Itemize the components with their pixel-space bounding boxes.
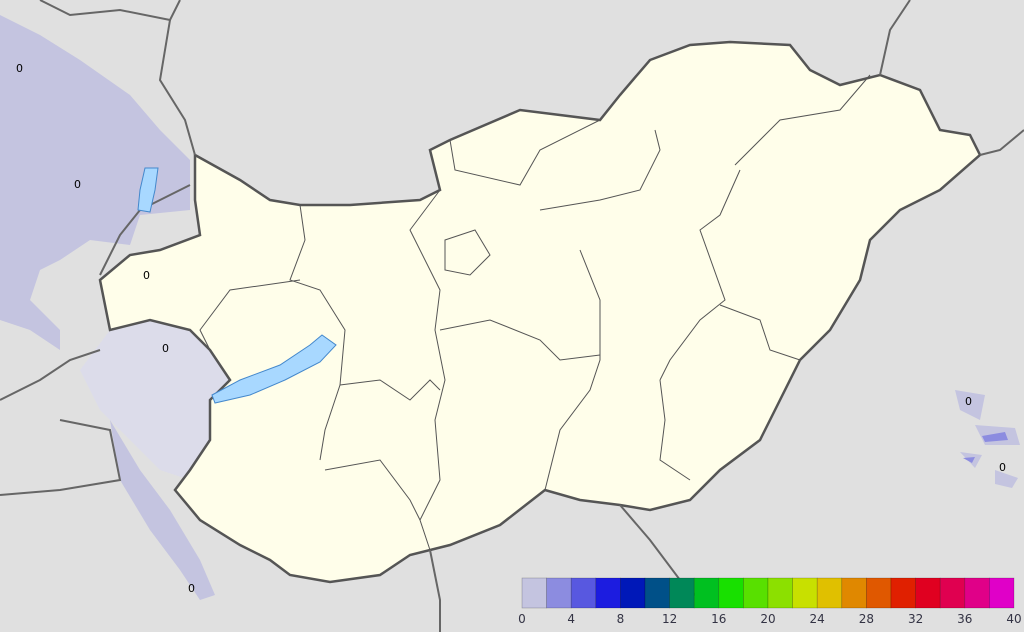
legend-tick-label: 28 — [859, 612, 874, 626]
lake-neusiedl — [137, 167, 159, 213]
color-legend: 0 4 8 12 16 20 24 28 32 36 40 — [518, 577, 1022, 626]
legend-tick-label: 32 — [908, 612, 923, 626]
legend-bin — [890, 577, 916, 609]
legend-bin — [669, 577, 695, 609]
contour-label: 0 — [188, 582, 195, 595]
legend-bin — [620, 577, 646, 609]
legend-bin — [570, 577, 597, 609]
legend-tick-label: 8 — [617, 612, 625, 626]
austria-precip-area — [0, 15, 190, 350]
legend-bin — [718, 577, 744, 609]
contour-label: 0 — [999, 461, 1006, 474]
legend-tick-label: 4 — [567, 612, 575, 626]
legend-bin — [816, 577, 843, 609]
legend-tick-label: 24 — [810, 612, 825, 626]
contour-label: 0 — [16, 62, 23, 75]
legend-bin — [841, 577, 867, 609]
legend-bin — [964, 577, 990, 609]
legend-tick-label: 12 — [662, 612, 677, 626]
legend-bin — [693, 577, 720, 609]
croatia-coast-precip-area — [110, 420, 215, 600]
legend-bin — [521, 577, 547, 609]
lake-balaton[interactable] — [211, 334, 337, 404]
contour-label: 0 — [965, 395, 972, 408]
legend-tick-label: 0 — [518, 612, 526, 626]
contour-label: 0 — [143, 269, 150, 282]
legend-bin — [595, 577, 621, 609]
county-borders — [199, 74, 871, 551]
legend-tick-label: 16 — [711, 612, 726, 626]
legend-bin — [866, 577, 892, 609]
legend-tick-label: 20 — [760, 612, 775, 626]
legend-bin — [767, 577, 793, 609]
contour-label: 0 — [162, 342, 169, 355]
contour-labels: 0 0 0 0 0 0 0 — [16, 62, 1006, 595]
legend-bin — [989, 577, 1015, 609]
legend-bin — [792, 577, 818, 609]
contour-label: 0 — [74, 178, 81, 191]
legend-bin — [546, 577, 572, 609]
legend-bin — [644, 577, 670, 609]
legend-tick-label: 40 — [1006, 612, 1021, 626]
legend-bin — [939, 577, 966, 609]
legend-bin — [915, 577, 941, 609]
legend-tick-label: 36 — [957, 612, 972, 626]
romania-precip-core — [963, 432, 1008, 463]
hungary-country — [98, 40, 982, 584]
legend-bin — [743, 577, 769, 609]
